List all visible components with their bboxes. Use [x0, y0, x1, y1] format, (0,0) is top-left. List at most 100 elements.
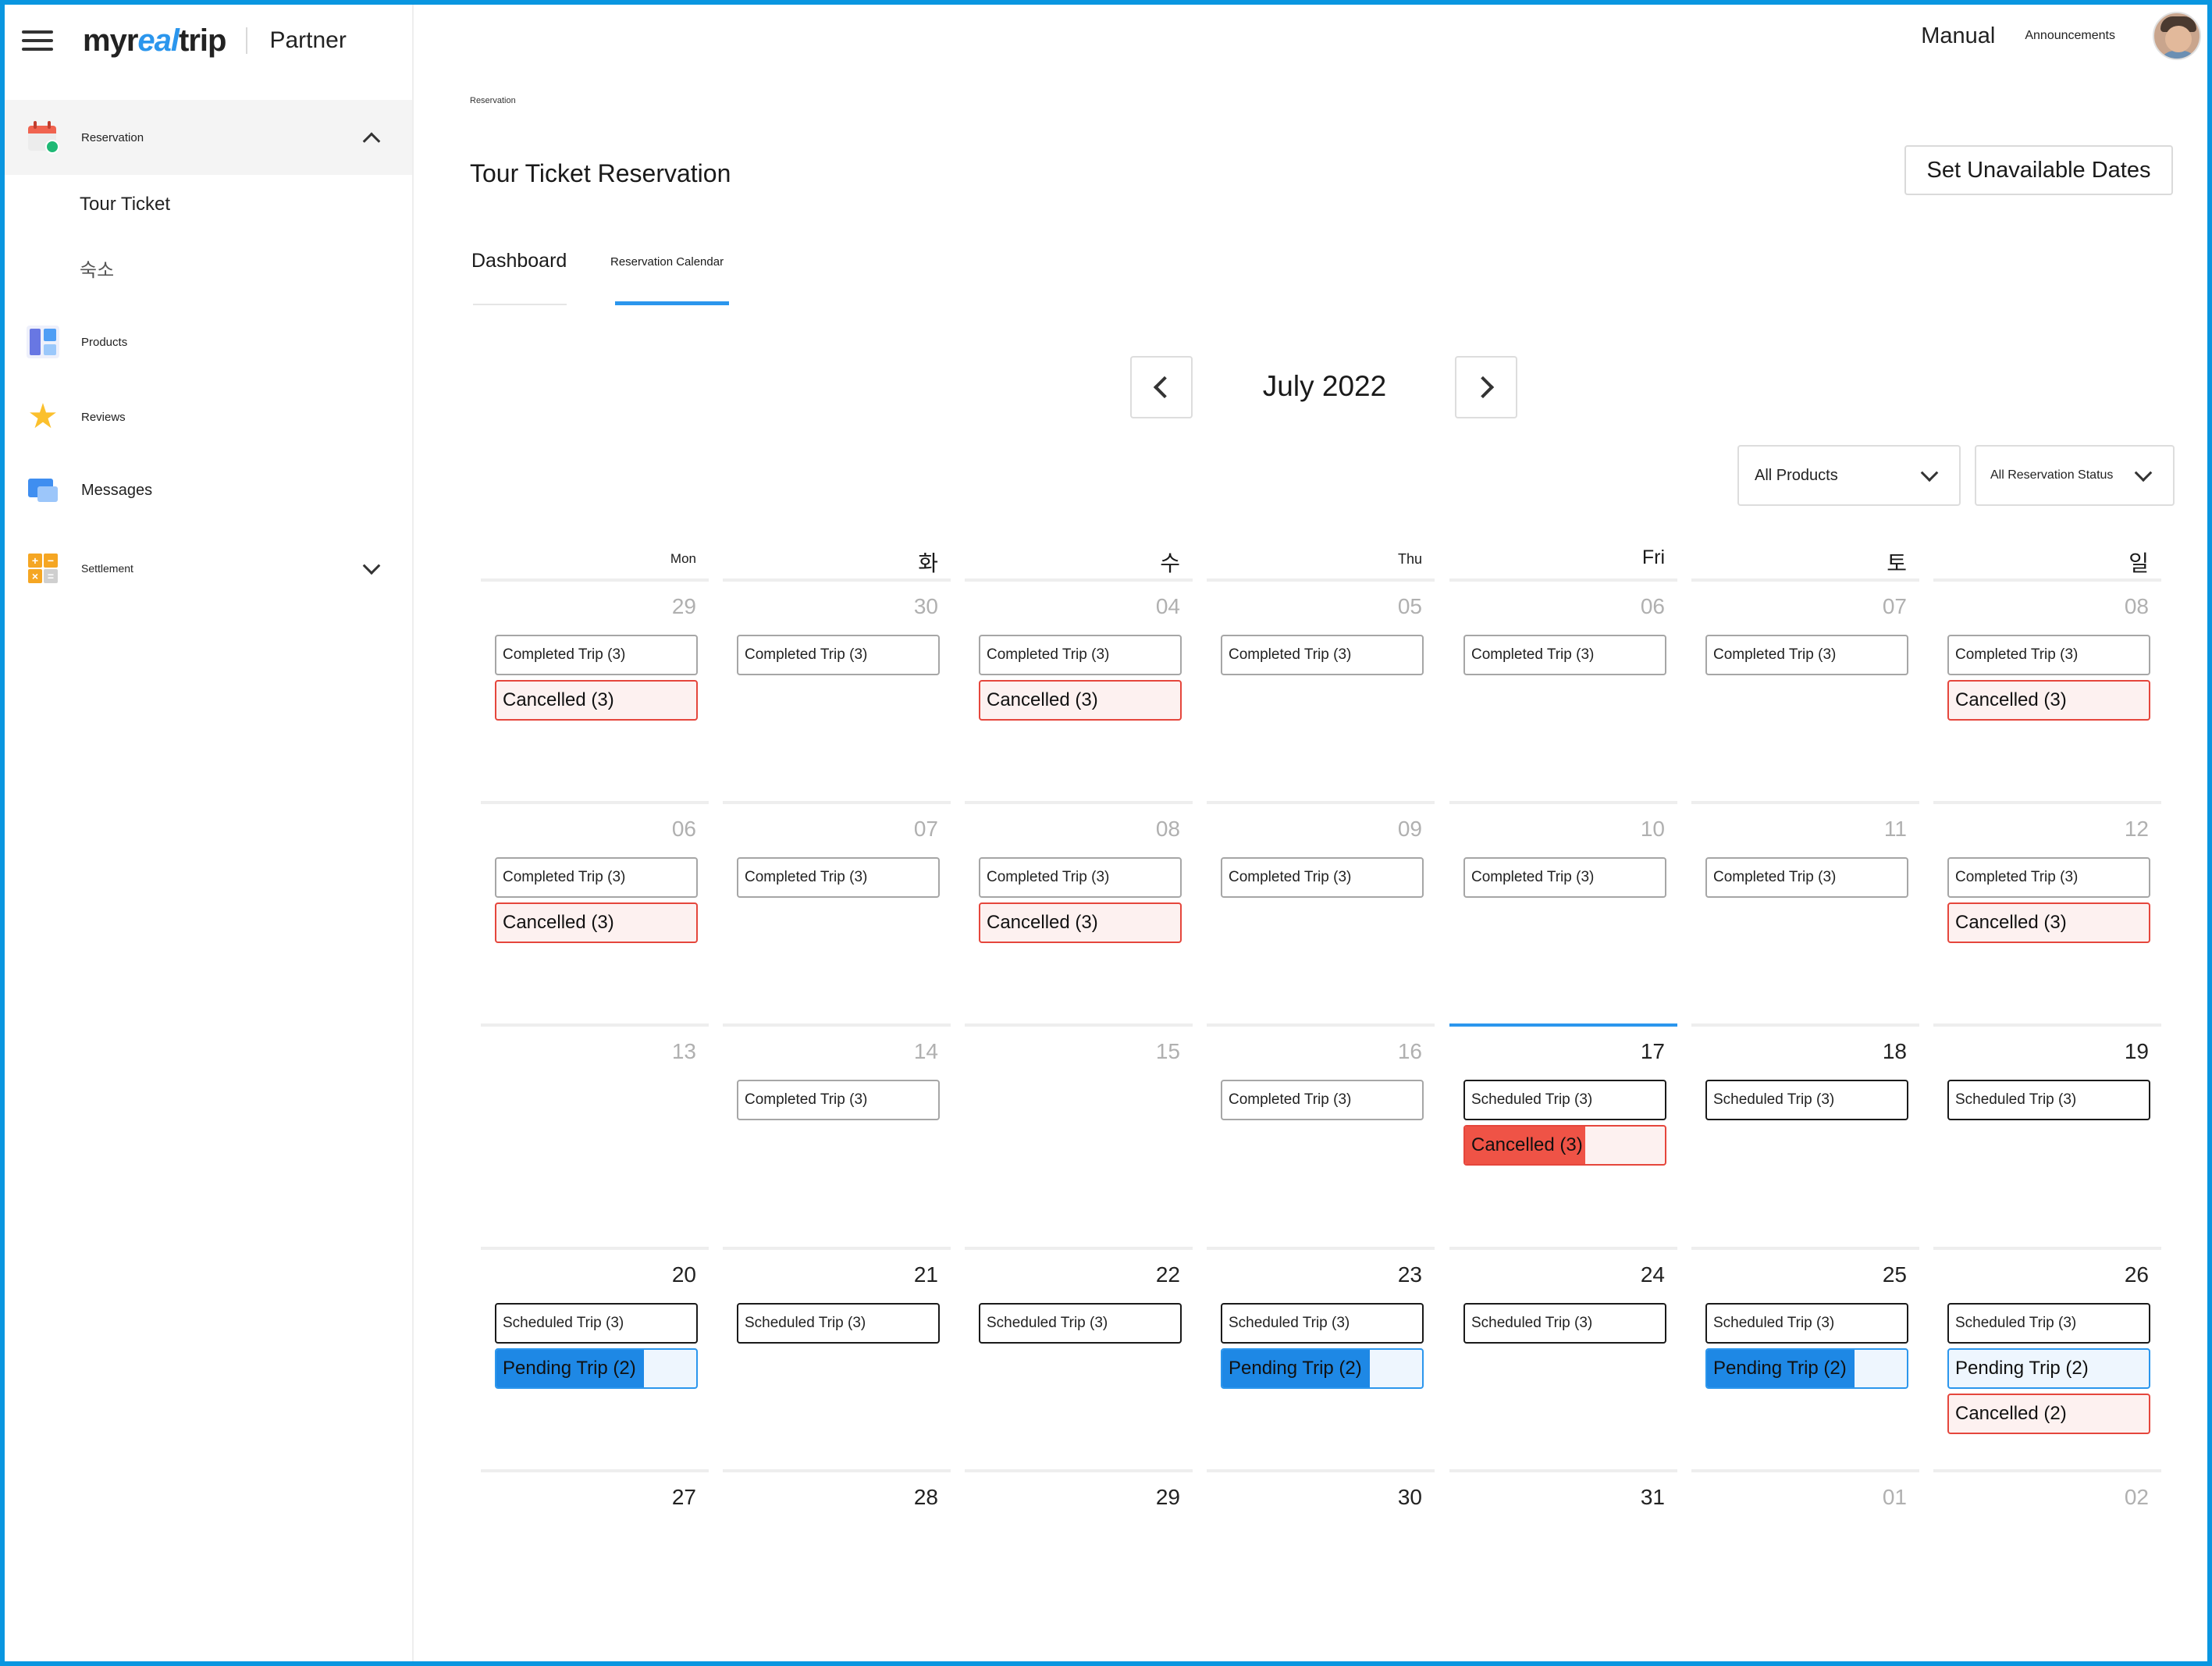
calendar-day-cell[interactable]: 30 Completed Trip (3): [723, 578, 951, 791]
calendar-day-cell[interactable]: 06 Completed Trip (3) Cancelled (3): [481, 801, 709, 1013]
calendar-day-cell[interactable]: 13: [481, 1023, 709, 1236]
completed-trip-badge[interactable]: Completed Trip (3): [1221, 857, 1424, 898]
manual-link[interactable]: Manual: [1921, 23, 1996, 48]
scheduled-trip-badge[interactable]: Scheduled Trip (3): [979, 1303, 1182, 1344]
next-month-button[interactable]: [1455, 356, 1517, 418]
set-unavailable-dates-button[interactable]: Set Unavailable Dates: [1904, 145, 2173, 195]
cancelled-trip-badge[interactable]: Cancelled (3): [1463, 1125, 1666, 1166]
breadcrumb[interactable]: Reservation: [470, 96, 516, 105]
sidebar-item-reservation[interactable]: Reservation: [5, 100, 412, 175]
completed-trip-badge[interactable]: Completed Trip (3): [1221, 635, 1424, 675]
pending-trip-badge[interactable]: Pending Trip (2): [1705, 1348, 1908, 1389]
user-avatar[interactable]: [2153, 12, 2201, 60]
day-number: 15: [1155, 1039, 1180, 1063]
pending-trip-badge[interactable]: Pending Trip (2): [495, 1348, 698, 1389]
completed-trip-badge[interactable]: Completed Trip (3): [1947, 857, 2150, 898]
badge-label: Scheduled Trip (3): [987, 1315, 1108, 1331]
myrealtrip-logo[interactable]: myrealtrip: [83, 23, 226, 58]
completed-trip-badge[interactable]: Completed Trip (3): [737, 857, 940, 898]
completed-trip-badge[interactable]: Completed Trip (3): [1705, 857, 1908, 898]
calendar-day-cell[interactable]: 07 Completed Trip (3): [1691, 578, 1919, 791]
chevron-down-icon[interactable]: [362, 557, 381, 575]
completed-trip-badge[interactable]: Completed Trip (3): [737, 1080, 940, 1120]
calendar-day-cell[interactable]: 21 Scheduled Trip (3): [723, 1247, 951, 1459]
calendar-day-cell[interactable]: 15: [965, 1023, 1193, 1236]
completed-trip-badge[interactable]: Completed Trip (3): [1947, 635, 2150, 675]
products-filter-select[interactable]: All Products: [1737, 445, 1961, 506]
completed-trip-badge[interactable]: Completed Trip (3): [495, 857, 698, 898]
scheduled-trip-badge[interactable]: Scheduled Trip (3): [1947, 1303, 2150, 1344]
pending-trip-badge[interactable]: Pending Trip (2): [1221, 1348, 1424, 1389]
calendar-day-cell[interactable]: 20 Scheduled Trip (3) Pending Trip (2): [481, 1247, 709, 1459]
scheduled-trip-badge[interactable]: Scheduled Trip (3): [1221, 1303, 1424, 1344]
tab-reservation-calendar[interactable]: Reservation Calendar: [610, 255, 724, 269]
calendar-day-cell[interactable]: 09 Completed Trip (3): [1207, 801, 1435, 1013]
calendar-day-cell[interactable]: 25 Scheduled Trip (3) Pending Trip (2): [1691, 1247, 1919, 1459]
calendar-day-cell[interactable]: 14 Completed Trip (3): [723, 1023, 951, 1236]
calendar-day-cell[interactable]: 12 Completed Trip (3) Cancelled (3): [1933, 801, 2161, 1013]
calendar-day-cell[interactable]: 08 Completed Trip (3) Cancelled (3): [1933, 578, 2161, 791]
calendar-day-cell[interactable]: 30: [1207, 1469, 1435, 1666]
calendar-day-cell[interactable]: 06 Completed Trip (3): [1449, 578, 1677, 791]
calendar-day-cell[interactable]: 07 Completed Trip (3): [723, 801, 951, 1013]
calendar-day-cell[interactable]: 01: [1691, 1469, 1919, 1666]
badge-label: Pending Trip (2): [1229, 1358, 1362, 1379]
calendar-day-cell[interactable]: 29 Completed Trip (3) Cancelled (3): [481, 578, 709, 791]
completed-trip-badge[interactable]: Completed Trip (3): [495, 635, 698, 675]
sidebar-item-products[interactable]: Products: [5, 320, 412, 364]
reservation-status-filter-select[interactable]: All Reservation Status: [1975, 445, 2175, 506]
calendar-day-cell[interactable]: 22 Scheduled Trip (3): [965, 1247, 1193, 1459]
scheduled-trip-badge[interactable]: Scheduled Trip (3): [1463, 1303, 1666, 1344]
chevron-up-icon[interactable]: [362, 132, 381, 151]
cancelled-trip-badge[interactable]: Cancelled (3): [979, 680, 1182, 721]
calendar-day-cell[interactable]: 11 Completed Trip (3): [1691, 801, 1919, 1013]
day-number: 10: [1640, 817, 1665, 841]
completed-trip-badge[interactable]: Completed Trip (3): [1221, 1080, 1424, 1120]
pending-trip-badge[interactable]: Pending Trip (2): [1947, 1348, 2150, 1389]
cancelled-trip-badge[interactable]: Cancelled (3): [495, 680, 698, 721]
completed-trip-badge[interactable]: Completed Trip (3): [979, 635, 1182, 675]
sidebar-item-reviews[interactable]: ★ Reviews: [5, 395, 412, 439]
calendar-day-cell[interactable]: 29: [965, 1469, 1193, 1666]
scheduled-trip-badge[interactable]: Scheduled Trip (3): [1705, 1303, 1908, 1344]
scheduled-trip-badge[interactable]: Scheduled Trip (3): [1705, 1080, 1908, 1120]
calendar-day-cell[interactable]: 04 Completed Trip (3) Cancelled (3): [965, 578, 1193, 791]
sidebar-item-messages[interactable]: Messages: [5, 468, 412, 512]
cancelled-trip-badge[interactable]: Cancelled (3): [1947, 902, 2150, 943]
calendar-day-cell[interactable]: 02: [1933, 1469, 2161, 1666]
calendar-day-cell[interactable]: 31: [1449, 1469, 1677, 1666]
scheduled-trip-badge[interactable]: Scheduled Trip (3): [495, 1303, 698, 1344]
calendar-day-cell[interactable]: 18 Scheduled Trip (3): [1691, 1023, 1919, 1236]
calendar-day-cell[interactable]: 24 Scheduled Trip (3): [1449, 1247, 1677, 1459]
completed-trip-badge[interactable]: Completed Trip (3): [1463, 635, 1666, 675]
tab-dashboard[interactable]: Dashboard: [471, 250, 567, 272]
calendar-day-cell[interactable]: 19 Scheduled Trip (3): [1933, 1023, 2161, 1236]
calendar-day-cell[interactable]: 26 Scheduled Trip (3) Pending Trip (2) Canc…: [1933, 1247, 2161, 1459]
scheduled-trip-badge[interactable]: Scheduled Trip (3): [1463, 1080, 1666, 1120]
cancelled-trip-badge[interactable]: Cancelled (3): [979, 902, 1182, 943]
sidebar-subitem-tour-ticket[interactable]: Tour Ticket: [80, 194, 171, 215]
scheduled-trip-badge[interactable]: Scheduled Trip (3): [1947, 1080, 2150, 1120]
completed-trip-badge[interactable]: Completed Trip (3): [737, 635, 940, 675]
calendar-day-cell[interactable]: 23 Scheduled Trip (3) Pending Trip (2): [1207, 1247, 1435, 1459]
badge-label: Completed Trip (3): [1229, 1091, 1352, 1108]
completed-trip-badge[interactable]: Completed Trip (3): [1463, 857, 1666, 898]
completed-trip-badge[interactable]: Completed Trip (3): [979, 857, 1182, 898]
cancelled-trip-badge[interactable]: Cancelled (3): [1947, 680, 2150, 721]
previous-month-button[interactable]: [1130, 356, 1193, 418]
scheduled-trip-badge[interactable]: Scheduled Trip (3): [737, 1303, 940, 1344]
calendar-day-cell[interactable]: 28: [723, 1469, 951, 1666]
calendar-day-cell[interactable]: 10 Completed Trip (3): [1449, 801, 1677, 1013]
announcements-link[interactable]: Announcements: [2025, 29, 2115, 42]
calendar-day-cell[interactable]: 08 Completed Trip (3) Cancelled (3): [965, 801, 1193, 1013]
completed-trip-badge[interactable]: Completed Trip (3): [1705, 635, 1908, 675]
calendar-day-cell[interactable]: 27: [481, 1469, 709, 1666]
cancelled-trip-badge[interactable]: Cancelled (3): [495, 902, 698, 943]
sidebar-item-settlement[interactable]: + − × = Settlement: [5, 543, 412, 593]
cancelled-trip-badge[interactable]: Cancelled (2): [1947, 1394, 2150, 1434]
calendar-day-cell-today[interactable]: 17 Scheduled Trip (3) Cancelled (3): [1449, 1023, 1677, 1236]
calendar-day-cell[interactable]: 05 Completed Trip (3): [1207, 578, 1435, 791]
calendar-day-cell[interactable]: 16 Completed Trip (3): [1207, 1023, 1435, 1236]
hamburger-menu-icon[interactable]: [22, 30, 53, 51]
sidebar-subitem-lodging[interactable]: 숙소: [80, 260, 115, 281]
